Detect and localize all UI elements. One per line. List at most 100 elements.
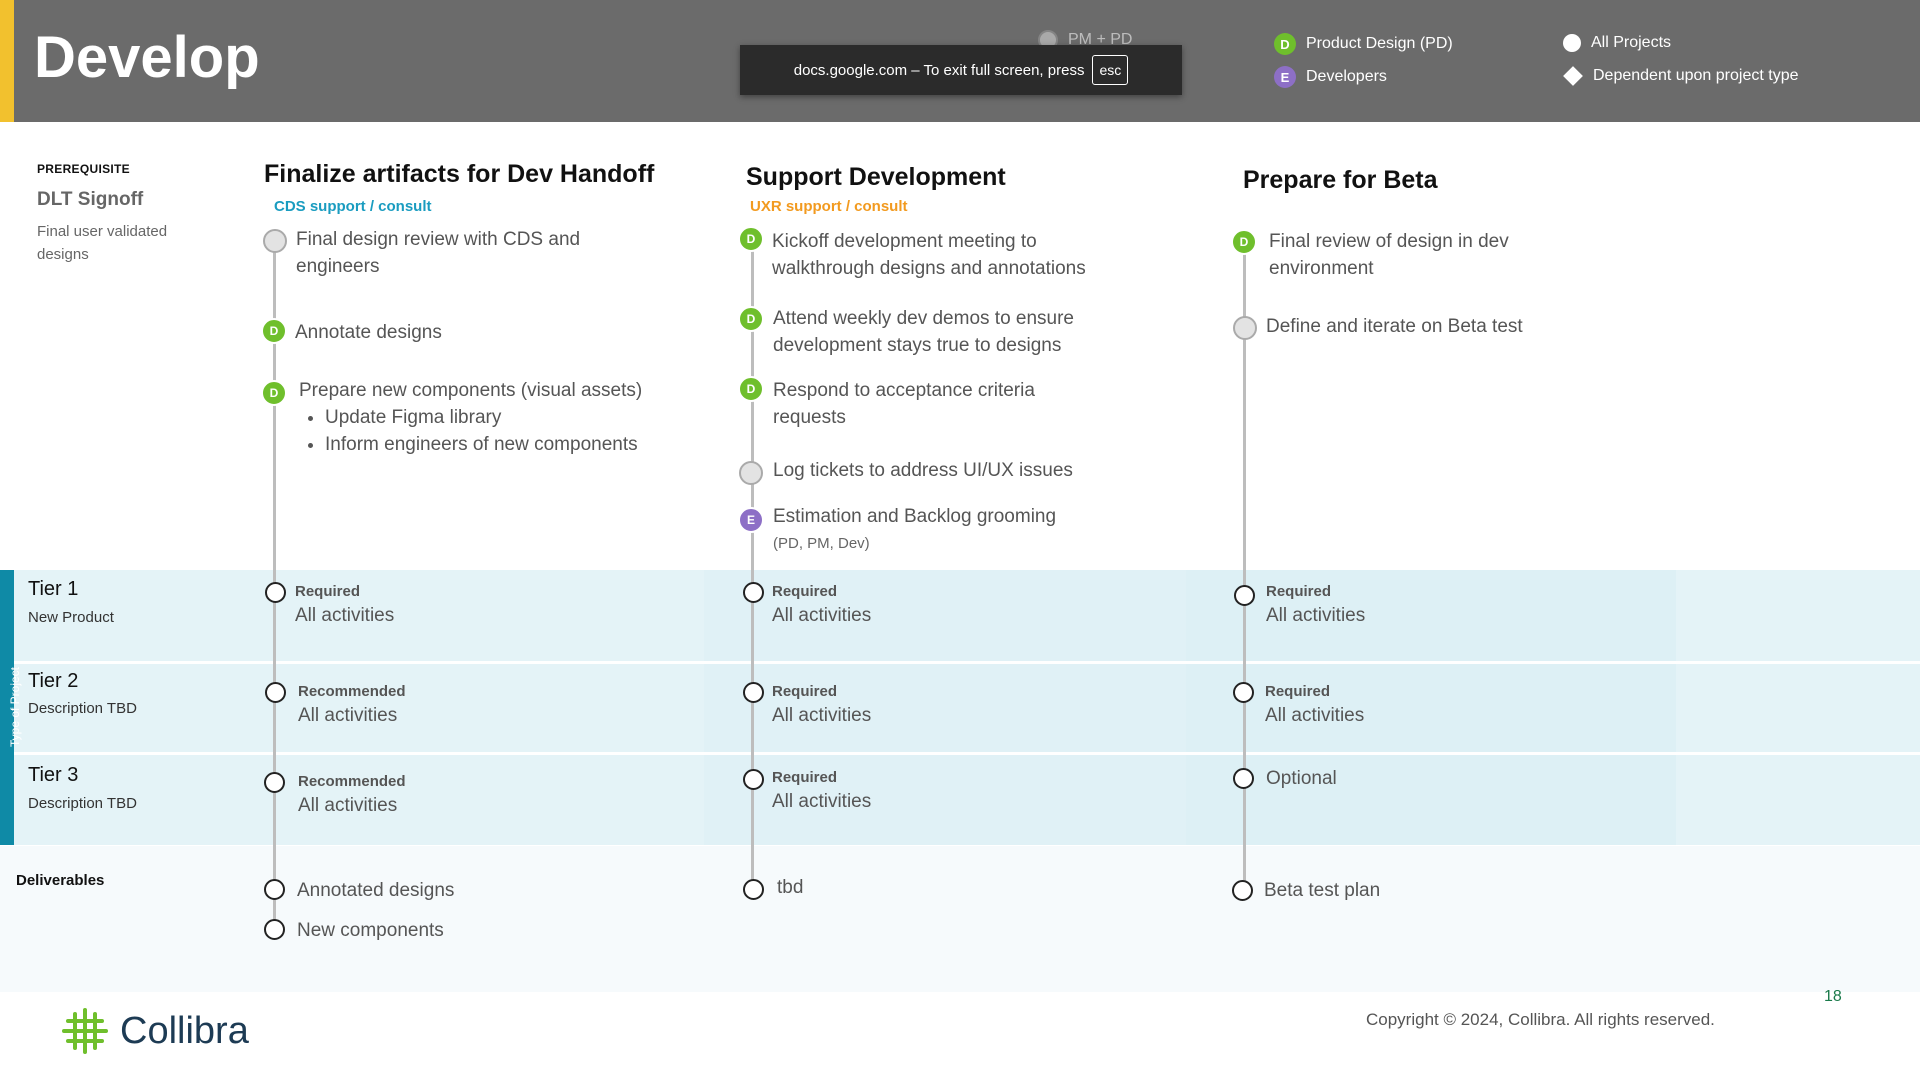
- activity-prepare-components-label: Prepare new components (visual assets): [299, 380, 643, 401]
- developer-icon: E: [738, 507, 764, 533]
- all-projects-ring-icon: [264, 772, 285, 793]
- type-of-project-bar: [0, 570, 14, 845]
- tier-3-description: Description TBD: [28, 795, 137, 812]
- fullscreen-exit-banner: docs.google.com – To exit full screen, p…: [740, 45, 1182, 95]
- activity-annotate-designs: Annotate designs: [295, 322, 442, 343]
- col2-tier2-value: All activities: [772, 705, 872, 726]
- all-projects-ring-icon: [265, 582, 286, 603]
- activity-log-tickets: Log tickets to address UI/UX issues: [773, 460, 1073, 481]
- designer-icon: D: [1231, 229, 1257, 255]
- tier-1-description: New Product: [28, 609, 114, 626]
- deliverable-beta-test-plan: Beta test plan: [1264, 880, 1381, 901]
- designer-icon: D: [738, 306, 764, 332]
- all-projects-ring-icon: [1233, 682, 1254, 703]
- all-projects-ring-icon: [743, 769, 764, 790]
- column-1-title: Finalize artifacts for Dev Handoff: [264, 160, 655, 188]
- column-2-shade: [704, 570, 1186, 845]
- col2-tier2-label: Required: [772, 683, 838, 700]
- legend-pm-pd-label: PM + PD: [1068, 31, 1133, 48]
- pm-pd-icon: [1233, 316, 1257, 340]
- col2-tier1-value: All activities: [772, 605, 872, 626]
- col3-tier1-value: All activities: [1266, 605, 1366, 626]
- white-circle-icon: [1563, 34, 1581, 52]
- column-2-title: Support Development: [746, 163, 1006, 191]
- diamond-icon: [1563, 66, 1583, 86]
- pm-pd-icon: [263, 229, 287, 253]
- legend-developers-label: Developers: [1306, 68, 1387, 85]
- tier-2-description: Description TBD: [28, 700, 137, 717]
- header-accent-bar: [0, 0, 14, 122]
- activity-acceptance-criteria: Respond to acceptance criteria requests: [773, 380, 1035, 428]
- column-2-subtitle: UXR support / consult: [750, 198, 908, 215]
- all-projects-ring-icon: [1233, 768, 1254, 789]
- tier-1-name: Tier 1: [28, 578, 79, 600]
- timeline-line-col2: [751, 240, 754, 890]
- deliverable-ring-icon: [743, 879, 764, 900]
- timeline-line-col3: [1243, 240, 1246, 890]
- pm-pd-icon: [739, 461, 763, 485]
- developer-icon: E: [1274, 66, 1296, 88]
- activity-beta-test: Define and iterate on Beta test: [1266, 316, 1523, 337]
- legend-product-design-label: Product Design (PD): [1306, 35, 1453, 52]
- brand-name: Collibra: [120, 1009, 249, 1052]
- column-3-shade: [1186, 570, 1676, 845]
- activity-final-review-dev: Final review of design in dev environmen…: [1269, 231, 1509, 279]
- legend-dependent-label: Dependent upon project type: [1593, 67, 1799, 84]
- activity-estimation: Estimation and Backlog grooming (PD, PM,…: [773, 503, 1056, 557]
- col3-tier3-value: Optional: [1266, 768, 1337, 789]
- tier-3-name: Tier 3: [28, 764, 79, 786]
- col1-tier3-value: All activities: [298, 795, 398, 816]
- all-projects-ring-icon: [1234, 585, 1255, 606]
- deliverable-annotated-designs: Annotated designs: [297, 880, 455, 901]
- designer-icon: D: [1274, 33, 1296, 55]
- col1-tier1-label: Required: [295, 583, 361, 600]
- deliverables-label: Deliverables: [16, 872, 105, 889]
- col3-tier2-value: All activities: [1265, 705, 1365, 726]
- prerequisite-title: DLT Signoff: [37, 189, 144, 210]
- deliverable-ring-icon: [264, 879, 285, 900]
- tier-divider: [0, 661, 1920, 664]
- col2-tier1-label: Required: [772, 583, 838, 600]
- page-number: 18: [1824, 988, 1842, 1005]
- activity-weekly-demos: Attend weekly dev demos to ensure develo…: [773, 308, 1075, 356]
- bullet-update-figma: Update Figma library: [325, 404, 719, 431]
- activity-prepare-components: Prepare new components (visual assets) U…: [299, 377, 719, 458]
- fullscreen-banner-text: docs.google.com – To exit full screen, p…: [793, 61, 1085, 79]
- prerequisite-description: Final user validated designs: [37, 223, 168, 263]
- prerequisite-label: PREREQUISITE: [37, 162, 130, 176]
- tier-divider: [0, 752, 1920, 755]
- column-3-title: Prepare for Beta: [1243, 166, 1438, 194]
- activity-kickoff-meeting: Kickoff development meeting to walkthrou…: [772, 231, 1086, 279]
- deliverable-ring-icon: [264, 919, 285, 940]
- col2-tier3-value: All activities: [772, 791, 872, 812]
- activity-estimation-note: (PD, PM, Dev): [773, 535, 870, 552]
- deliverables-band: [0, 846, 1920, 992]
- legend-all-projects-label: All Projects: [1591, 34, 1672, 51]
- collibra-mark-icon: [62, 1008, 108, 1054]
- col1-tier1-value: All activities: [295, 605, 395, 626]
- col1-tier2-label: Recommended: [298, 683, 406, 700]
- legend-product-design: D Product Design (PD): [1274, 33, 1453, 55]
- esc-key[interactable]: esc: [1092, 55, 1129, 85]
- type-of-project-label: Type of Project: [8, 666, 23, 748]
- legend-developers: E Developers: [1274, 66, 1387, 88]
- col3-tier2-label: Required: [1265, 683, 1331, 700]
- designer-icon: D: [261, 380, 287, 406]
- deliverable-tbd: tbd: [777, 877, 804, 898]
- column-1-subtitle: CDS support / consult: [274, 198, 432, 215]
- all-projects-ring-icon: [743, 582, 764, 603]
- bullet-inform-engineers: Inform engineers of new components: [325, 431, 719, 458]
- tier-2-name: Tier 2: [28, 670, 79, 692]
- col1-tier3-label: Recommended: [298, 773, 406, 790]
- activity-final-design-review: Final design review with CDS and enginee…: [296, 229, 581, 277]
- copyright-text: Copyright © 2024, Collibra. All rights r…: [1366, 1010, 1715, 1029]
- bullet-list: Update Figma library Inform engineers of…: [299, 404, 719, 458]
- deliverable-new-components: New components: [297, 920, 444, 941]
- collibra-logo: Collibra: [62, 1008, 249, 1054]
- activity-estimation-label: Estimation and Backlog grooming: [773, 506, 1057, 527]
- all-projects-ring-icon: [265, 682, 286, 703]
- legend-all-projects: All Projects: [1563, 34, 1671, 52]
- col2-tier3-label: Required: [772, 769, 838, 786]
- designer-icon: D: [738, 376, 764, 402]
- designer-icon: D: [738, 226, 764, 252]
